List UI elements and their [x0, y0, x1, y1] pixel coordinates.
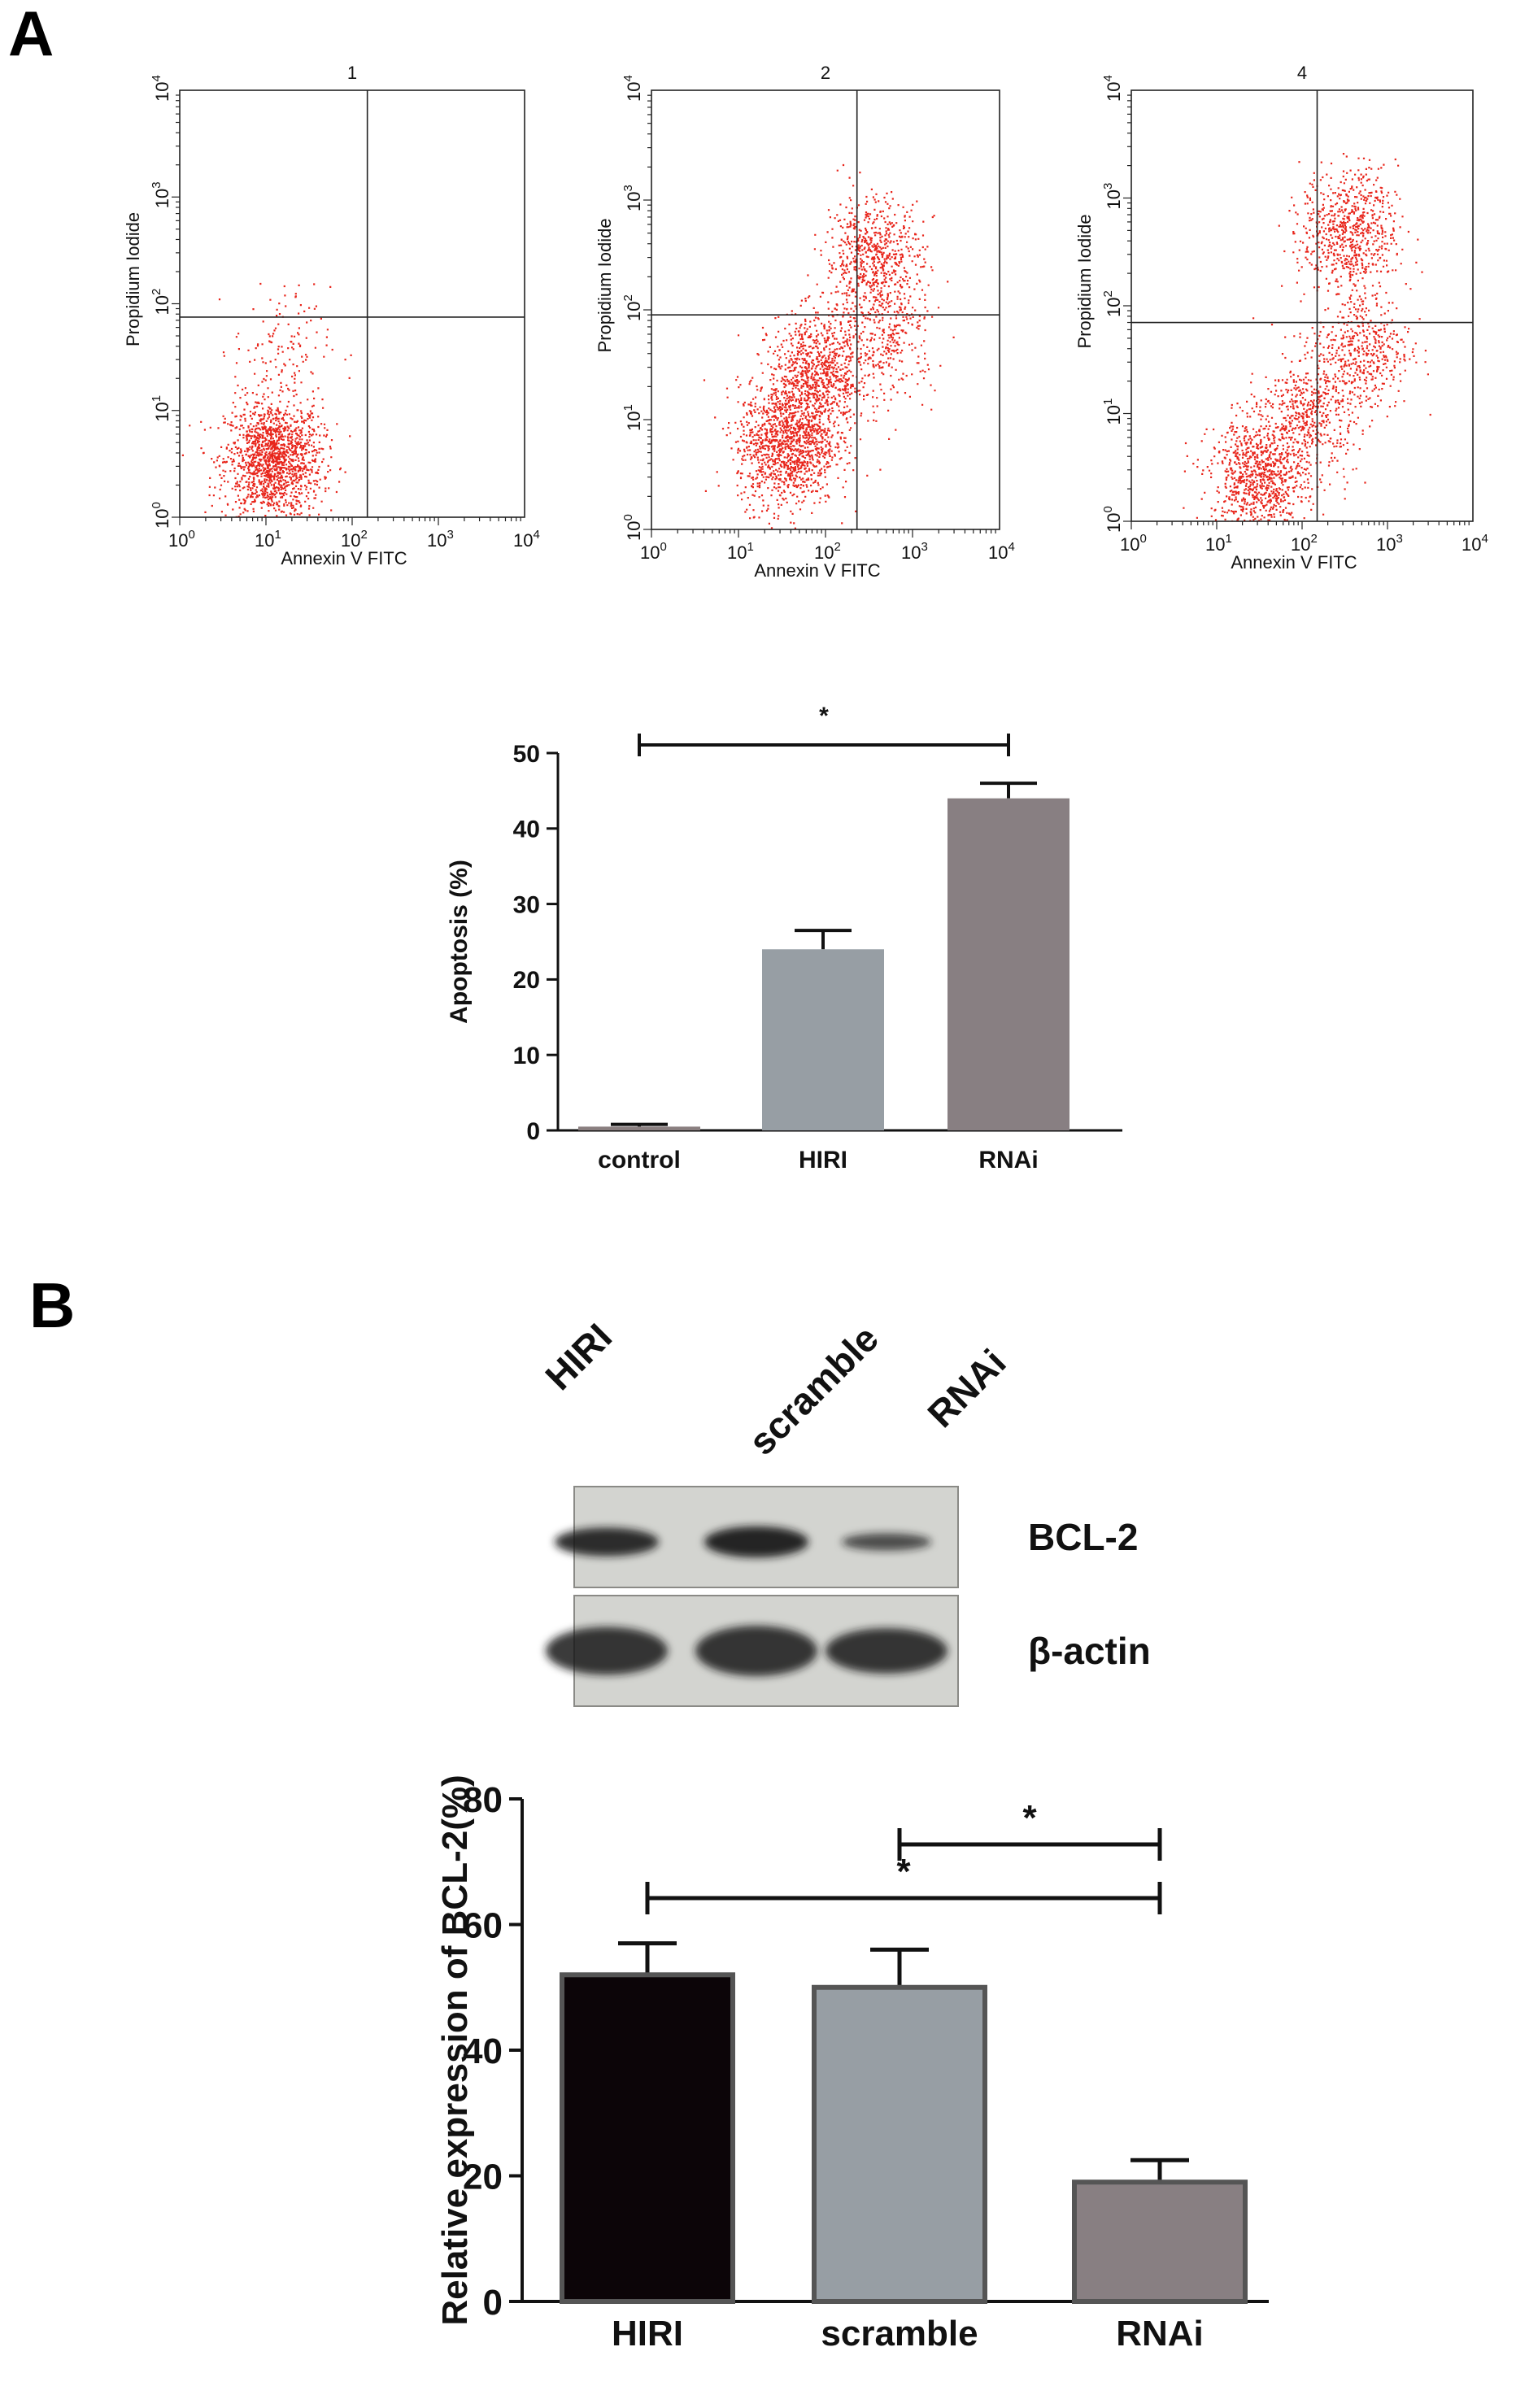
flow-plot-title: 4 — [1297, 63, 1307, 83]
flow-plot-title: 1 — [347, 63, 357, 83]
significance-star: * — [1022, 1798, 1037, 1838]
y-tick-label: 20 — [513, 967, 540, 994]
y-tick-label: 10 — [513, 1043, 540, 1069]
bar-scramble — [812, 1984, 987, 2304]
y-tick-label: 100 — [621, 514, 644, 541]
y-tick-label: 103 — [621, 185, 644, 211]
x-tick-label: 104 — [513, 528, 540, 551]
blot-band — [842, 1533, 931, 1551]
y-axis-title: Apoptosis (%) — [446, 860, 473, 1024]
x-tick-label: 103 — [1376, 532, 1403, 555]
y-tick-label: 0 — [483, 2283, 503, 2323]
blot-band — [704, 1526, 808, 1558]
x-tick-label: 101 — [1205, 532, 1232, 555]
y-tick-label: 101 — [621, 404, 644, 431]
y-tick-label: 102 — [150, 289, 172, 316]
x-category-label: RNAi — [978, 1147, 1038, 1174]
y-tick-label: 101 — [150, 395, 172, 422]
flow-points — [1183, 153, 1431, 521]
significance-bracket: * — [897, 1798, 1162, 1861]
y-tick-label: 20 — [463, 2157, 503, 2197]
y-tick-label: 60 — [463, 1905, 503, 1945]
y-tick-label: 0 — [526, 1118, 540, 1145]
x-tick-label: 104 — [1462, 532, 1488, 555]
blot-lane-label: scramble — [740, 1317, 887, 1463]
y-tick-label: 102 — [1101, 290, 1124, 317]
y-axis-title: Relative expression of BCL-2(%) — [435, 1774, 475, 2325]
y-tick-label: 102 — [621, 294, 644, 321]
significance-bracket: * — [638, 703, 1010, 756]
x-category-label: RNAi — [1116, 2314, 1204, 2354]
x-tick-label: 100 — [1120, 532, 1147, 555]
flow-y-label: Propidium Iodide — [1074, 214, 1095, 348]
y-tick-label: 101 — [1101, 398, 1124, 425]
panel-label-a: A — [8, 0, 54, 69]
y-tick-label: 104 — [621, 75, 644, 102]
x-tick-label: 102 — [1291, 532, 1318, 555]
x-tick-label: 104 — [988, 540, 1015, 563]
y-tick-label: 104 — [150, 75, 172, 102]
significance-star: * — [896, 1852, 911, 1892]
y-tick-label: 50 — [513, 741, 540, 768]
blot-band — [695, 1626, 817, 1676]
blot-band — [826, 1628, 948, 1674]
x-tick-label: 101 — [255, 528, 281, 551]
flow-x-label: Annexin V FITC — [281, 548, 407, 568]
blot-row-label: β-actin — [1028, 1630, 1151, 1672]
blot-row-label: BCL-2 — [1028, 1516, 1138, 1558]
flow-event-dots — [181, 282, 352, 517]
flow-x-label: Annexin V FITC — [754, 560, 880, 581]
y-tick-label: 80 — [463, 1780, 503, 1820]
panel-label-b: B — [29, 1269, 75, 1341]
flow-y-label: Propidium Iodide — [123, 212, 143, 346]
bar-hiri — [762, 949, 884, 1130]
blot-band — [546, 1626, 668, 1675]
x-category-label: control — [598, 1147, 681, 1174]
x-tick-label: 100 — [640, 540, 667, 563]
y-tick-label: 100 — [150, 502, 172, 529]
significance-bracket: * — [645, 1852, 1162, 1914]
y-tick-label: 40 — [513, 816, 540, 843]
x-tick-label: 101 — [727, 540, 754, 563]
x-tick-label: 102 — [814, 540, 841, 563]
apoptosis-bar-chart: 0 10 20 30 40 50 control HIRI RNAi * Apoptosis (%) — [446, 703, 1122, 1174]
x-tick-label: 103 — [427, 528, 454, 551]
flow-event-dots — [703, 163, 955, 529]
y-tick-label: 104 — [1101, 75, 1124, 102]
bar-rnai — [948, 798, 1069, 1130]
x-tick-label: 103 — [901, 540, 928, 563]
y-tick-label: 30 — [513, 891, 540, 918]
y-tick-label: 103 — [1101, 183, 1124, 210]
flow-y-label: Propidium Iodide — [595, 218, 615, 352]
flow-points — [703, 163, 955, 529]
significance-star: * — [819, 703, 829, 729]
x-category-label: scramble — [821, 2314, 978, 2354]
bar-control — [578, 1126, 700, 1130]
x-category-label: HIRI — [799, 1147, 847, 1174]
western-blot: HIRI scramble RNAi BCL-2 β-actin — [537, 1315, 1151, 1707]
flow-points — [181, 282, 352, 517]
blot-lane-label: HIRI — [537, 1315, 620, 1398]
bar-hiri — [560, 1972, 735, 2305]
flow-plot-title: 2 — [821, 63, 830, 83]
y-tick-label: 103 — [150, 181, 172, 208]
y-tick-label: 40 — [463, 2031, 503, 2071]
blot-lane-label: RNAi — [919, 1341, 1013, 1435]
blot-strip-2 — [546, 1595, 959, 1707]
flow-event-dots — [1183, 153, 1431, 521]
y-tick-label: 100 — [1101, 506, 1124, 533]
bar-rnai — [1072, 2179, 1248, 2305]
x-tick-label: 102 — [341, 528, 368, 551]
x-tick-label: 100 — [168, 528, 195, 551]
x-category-label: HIRI — [612, 2314, 683, 2354]
blot-strip-1 — [555, 1486, 959, 1588]
bcl2-expression-bar-chart: 0 20 40 60 80 HIRI scramble RNAi * * Relative expr… — [435, 1774, 1269, 2354]
blot-band — [555, 1527, 659, 1557]
flow-x-label: Annexin V FITC — [1231, 552, 1357, 573]
